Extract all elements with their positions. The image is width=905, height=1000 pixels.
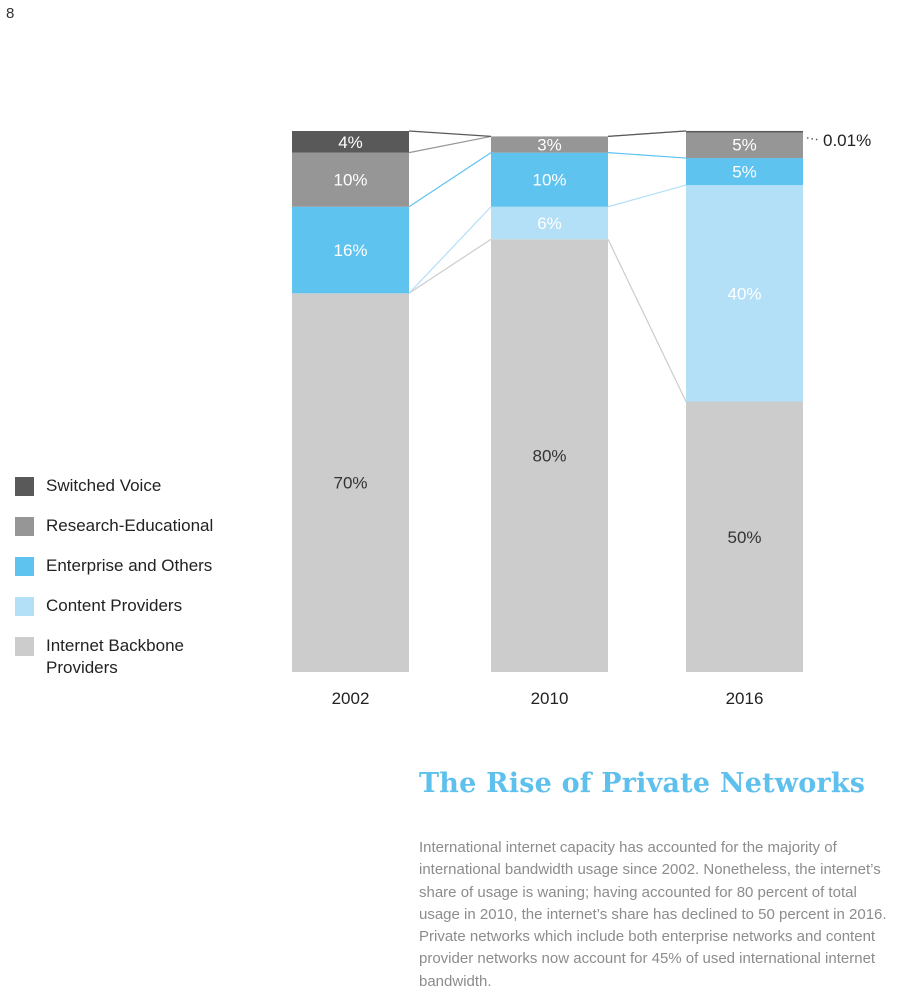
x-axis-labels: 2002 2010 2016 <box>332 689 764 708</box>
data-label-2016-research-educational: 5% <box>732 136 757 155</box>
stacked-bar-chart: 70% 16% 10% 4% 80% 6% 10% 3% 50% 40% 5% 5% 0.01% 200… <box>292 130 871 708</box>
bar-2002-internet-backbone-providers <box>292 293 409 672</box>
legend-label: Switched Voice <box>46 476 162 495</box>
legend-item-content-providers: Content Providers <box>15 595 255 635</box>
connector-switched-voice <box>607 130 687 138</box>
bar-2002-research-educational <box>292 152 409 207</box>
connector-internet-backbone-providers <box>408 238 492 294</box>
data-label-2010-content-providers: 6% <box>537 214 562 233</box>
data-label-2016-enterprise-and-others: 5% <box>732 163 757 182</box>
bar-2002-switched-voice <box>292 131 409 153</box>
legend-swatch <box>15 517 34 536</box>
bar-2016-research-educational <box>686 131 803 159</box>
article: The Rise of Private Networks Internation… <box>419 768 894 993</box>
connector-enterprise-and-others <box>408 152 492 208</box>
data-label-2016-switched-voice: 0.01% <box>823 131 871 150</box>
article-title: The Rise of Private Networks <box>419 768 866 799</box>
legend-item-internet-backbone-providers: Internet Backbone Providers <box>15 635 255 685</box>
data-label-2016-internet-backbone-providers: 50% <box>727 528 761 547</box>
data-label-2010-enterprise-and-others: 10% <box>532 171 566 190</box>
data-label-2002-switched-voice: 4% <box>338 133 363 152</box>
legend-label: Content Providers <box>46 596 183 615</box>
connector-content-providers <box>408 206 492 294</box>
connector-content-providers <box>607 184 687 208</box>
bars <box>292 130 803 672</box>
connector-enterprise-and-others <box>607 152 687 159</box>
page-number: 8 <box>6 5 15 22</box>
data-label-2002-internet-backbone-providers: 70% <box>333 474 367 493</box>
bar-2010-internet-backbone-providers <box>491 239 608 672</box>
bar-2010-research-educational <box>491 136 608 153</box>
legend-swatch <box>15 597 34 616</box>
legend-swatch <box>15 557 34 576</box>
legend-swatch <box>15 477 34 496</box>
article-body: International internet capacity has acco… <box>419 839 887 990</box>
bar-2016-enterprise-and-others <box>686 158 803 186</box>
legend-item-switched-voice: Switched Voice <box>15 475 255 515</box>
legend-swatch <box>15 637 34 656</box>
connector-switched-voice <box>408 130 492 138</box>
legend-label: Enterprise and Others <box>46 556 213 575</box>
x-tick-label-2016: 2016 <box>726 689 764 708</box>
connector-research-educational <box>408 135 492 154</box>
data-label-2010-internet-backbone-providers: 80% <box>532 447 566 466</box>
label-leader-2016 <box>806 137 820 141</box>
legend-label: Internet Backbone Providers <box>46 636 184 677</box>
bar-2016-internet-backbone-providers <box>686 401 803 672</box>
bar-labels: 70% 16% 10% 4% 80% 6% 10% 3% 50% 40% 5% 5% 0.01% <box>333 131 871 547</box>
bar-2010-enterprise-and-others <box>491 152 608 207</box>
legend-item-enterprise-and-others: Enterprise and Others <box>15 555 255 595</box>
x-tick-label-2010: 2010 <box>531 689 569 708</box>
bar-2010-content-providers <box>491 206 608 240</box>
data-label-2016-content-providers: 40% <box>727 284 761 303</box>
x-tick-label-2002: 2002 <box>332 689 370 708</box>
connector-internet-backbone-providers <box>607 238 687 402</box>
legend-label: Research-Educational <box>46 516 214 535</box>
bar-2016-switched-voice <box>686 130 803 133</box>
bar-2016-content-providers <box>686 185 803 402</box>
legend: Switched Voice Research-Educational Ente… <box>15 475 255 685</box>
data-label-2002-enterprise-and-others: 16% <box>333 241 367 260</box>
data-label-2002-research-educational: 10% <box>333 171 367 190</box>
connector-lines <box>408 130 687 402</box>
data-label-2010-research-educational: 3% <box>537 136 562 155</box>
legend-item-research-educational: Research-Educational <box>15 515 255 555</box>
bar-2002-enterprise-and-others <box>292 206 409 294</box>
